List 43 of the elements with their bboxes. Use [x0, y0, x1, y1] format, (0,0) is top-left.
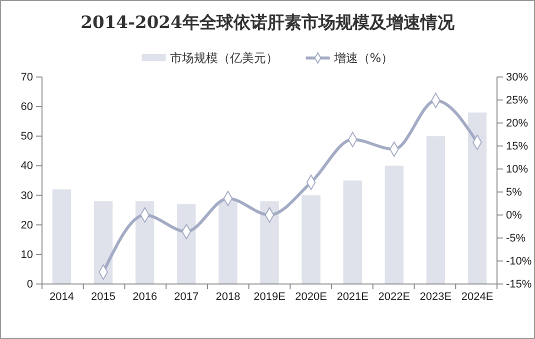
bar	[343, 180, 362, 284]
y-tick-label: 20	[20, 219, 33, 232]
y2-tick-label: 25%	[506, 94, 528, 107]
y2-tick-label: 20%	[506, 118, 528, 130]
y-tick-label: 30	[20, 190, 33, 202]
x-tick-label: 2016	[132, 290, 158, 303]
y2-tick-label: -15%	[506, 278, 532, 291]
y-tick-label: 60	[20, 101, 33, 114]
legend-label: 市场规模（亿美元）	[170, 51, 278, 65]
x-tick-label: 2018	[216, 290, 240, 303]
y-tick-label: 40	[20, 160, 33, 172]
x-tick-label: 2015	[91, 290, 116, 303]
bar	[384, 166, 404, 284]
y2-tick-label: 15%	[506, 140, 528, 153]
y2-tick-label: 30%	[506, 72, 528, 84]
x-tick-label: 2017	[174, 290, 199, 303]
y2-tick-label: 10%	[506, 164, 528, 176]
y2-tick-label: 5%	[506, 186, 522, 199]
y2-tick-label: 0%	[506, 210, 522, 222]
y2-tick-label: -10%	[506, 256, 532, 268]
bar	[260, 201, 279, 284]
x-tick-label: 2022E	[378, 290, 410, 303]
y-tick-label: 0	[26, 278, 33, 291]
x-tick-label: 2020E	[295, 290, 327, 303]
bar	[468, 112, 487, 284]
bar	[94, 201, 113, 284]
y-tick-label: 50	[20, 130, 33, 143]
bar	[218, 201, 238, 284]
x-tick-label: 2019E	[254, 290, 286, 303]
bar	[302, 195, 320, 284]
x-tick-label: 2024E	[461, 290, 494, 303]
bar	[177, 204, 196, 284]
bar	[52, 189, 72, 284]
y-tick-label: 10	[20, 248, 33, 261]
legend-label: 增速（%）	[332, 51, 394, 65]
chart-title: 2014-2024年全球依诺肝素市场规模及增速情况	[80, 13, 456, 33]
x-tick-label: 2023E	[420, 290, 452, 303]
bar	[135, 201, 154, 284]
x-tick-label: 2021E	[336, 290, 369, 303]
y2-tick-label: -5%	[506, 232, 526, 245]
x-tick-label: 2014	[49, 290, 74, 303]
y-tick-label: 70	[20, 72, 33, 84]
bar	[426, 136, 446, 284]
